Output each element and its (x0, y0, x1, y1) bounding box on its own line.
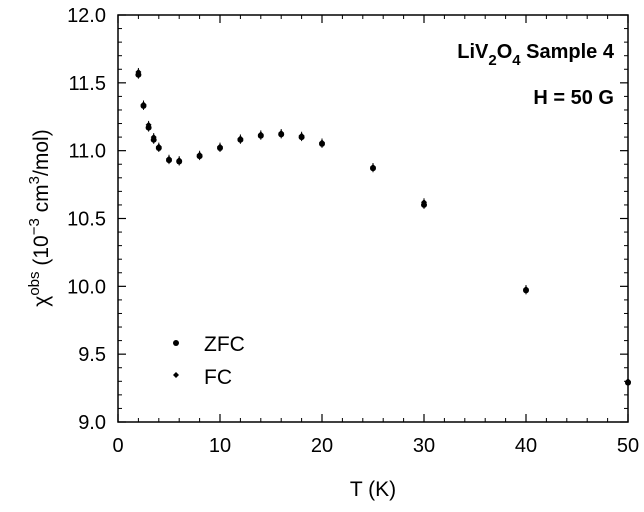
x-tick-label: 50 (617, 435, 639, 457)
y-axis-superscript: obs (26, 271, 43, 295)
data-points (135, 67, 631, 387)
sample-annotation: LiV2O4 Sample 4 (457, 41, 615, 69)
legend-marker-zfc (173, 340, 179, 346)
y-axis-title: χobs (10−3 cm3/mol) (26, 129, 53, 306)
legend: ZFC FC (173, 333, 245, 389)
x-tick-label: 30 (413, 435, 435, 457)
y-axis-exponent: −3 (26, 218, 43, 235)
tick-labels: 0 10 20 30 40 50 9.0 9.5 10.0 10.5 11.0 11.5 12.0 (67, 5, 639, 457)
sample-prefix: LiV (457, 41, 489, 63)
axis-ticks (117, 14, 629, 423)
y-tick-label: 12.0 (67, 5, 106, 27)
y-axis-unit-cm: cm (30, 184, 53, 218)
x-tick-label: 20 (311, 435, 333, 457)
y-axis-unit-end: /mol) (30, 129, 53, 176)
y-tick-label: 11.0 (69, 141, 106, 163)
x-tick-label: 0 (112, 435, 123, 457)
x-tick-label: 40 (515, 435, 537, 457)
plot-frame (117, 14, 629, 423)
field-annotation: H = 50 G (533, 87, 614, 109)
y-axis-unit-exponent: 3 (26, 176, 43, 184)
y-tick-label: 9.5 (78, 344, 106, 366)
x-axis-title: T (K) (350, 478, 396, 501)
legend-label-fc: FC (204, 366, 232, 389)
sample-sub1: 2 (488, 52, 496, 69)
y-tick-label: 9.0 (78, 412, 106, 434)
legend-marker-fc (173, 372, 179, 378)
sample-sub2: 4 (512, 52, 521, 69)
y-tick-label: 11.5 (69, 73, 106, 95)
y-axis-symbol: χ (30, 296, 53, 307)
sample-suffix: Sample 4 (521, 41, 615, 63)
legend-label-zfc: ZFC (204, 333, 245, 356)
y-tick-label: 10.5 (67, 209, 106, 231)
sample-mid: O (497, 41, 513, 63)
x-tick-label: 10 (209, 435, 231, 457)
y-axis-unit-open: (10 (30, 235, 53, 265)
y-tick-label: 10.0 (67, 276, 106, 298)
